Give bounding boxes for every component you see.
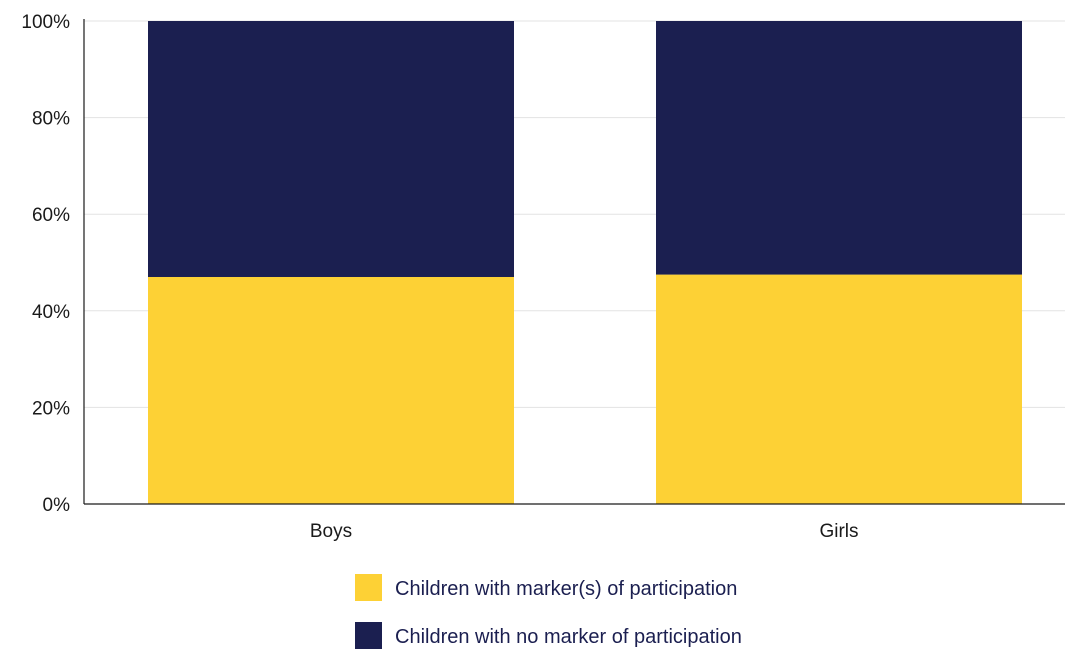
bar-segment-boys-series-2 (148, 21, 514, 277)
y-tick-label: 20% (32, 398, 70, 419)
bar-segment-girls-series-2 (656, 21, 1022, 275)
x-category-label: Boys (310, 521, 352, 542)
legend-item[interactable]: Children with marker(s) of participation (355, 574, 737, 601)
bars (148, 21, 1022, 504)
legend-swatch (355, 622, 382, 649)
y-tick-label: 0% (43, 495, 71, 516)
legend: Children with marker(s) of participation… (355, 574, 742, 649)
legend-label: Children with no marker of participation (395, 626, 742, 648)
legend-label: Children with marker(s) of participation (395, 578, 737, 600)
y-tick-label: 60% (32, 205, 70, 226)
legend-swatch (355, 574, 382, 601)
bar-segment-boys-series-1 (148, 277, 514, 504)
x-category-label: Girls (819, 521, 858, 542)
legend-item[interactable]: Children with no marker of participation (355, 622, 742, 649)
y-tick-label: 40% (32, 302, 70, 323)
bar-segment-girls-series-1 (656, 275, 1022, 504)
y-tick-label: 100% (21, 12, 70, 33)
y-tick-label: 80% (32, 109, 70, 130)
